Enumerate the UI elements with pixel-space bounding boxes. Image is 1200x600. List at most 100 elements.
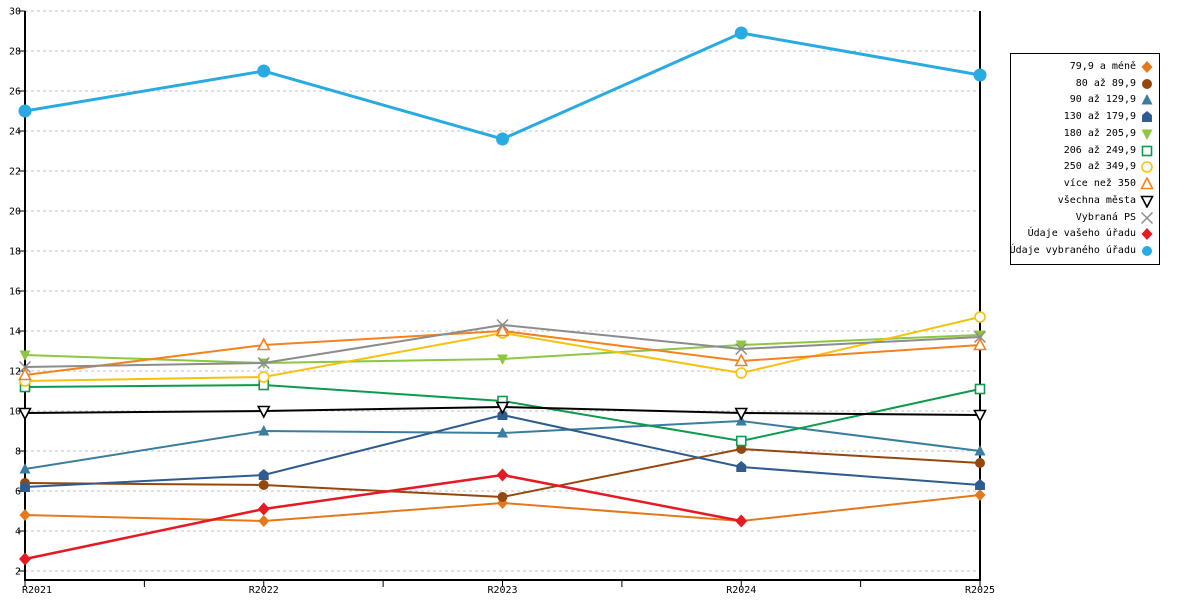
legend-marker-diamond: [1141, 228, 1153, 241]
legend-item-79-and-less: 79,9 a méně: [1016, 60, 1154, 74]
series-your-office: [19, 468, 748, 566]
marker-diamond: [735, 514, 748, 528]
legend-item-your-office: Údaje vašeho úřadu: [1016, 227, 1154, 241]
marker-triangle-up-open: [973, 337, 987, 351]
marker-circle: [975, 458, 985, 468]
marker-pentagon: [1142, 111, 1152, 123]
marker-x: [496, 318, 509, 332]
legend-label: Údaje vašeho úřadu: [1027, 228, 1136, 240]
marker-triangle-up: [1141, 94, 1153, 105]
legend-label: 130 až 179,9: [1063, 111, 1136, 123]
legend-item-130-179: 130 až 179,9: [1016, 110, 1154, 124]
marker-circle-open: [735, 367, 748, 379]
series-markers-selected-office: [18, 26, 987, 146]
legend-label: 250 až 349,9: [1063, 161, 1136, 173]
y-tick-label: 22: [9, 167, 21, 178]
legend-label: více než 350: [1063, 178, 1136, 190]
marker-diamond: [1141, 60, 1153, 73]
marker-circle: [734, 26, 748, 40]
series-line-your-office: [24, 473, 742, 561]
marker-square-open: [974, 383, 986, 395]
y-tick-label: 12: [9, 367, 21, 378]
series-selected-ps: [18, 318, 987, 374]
marker-diamond: [1141, 228, 1153, 241]
marker-triangle-up-open: [18, 367, 32, 381]
marker-circle: [496, 132, 509, 146]
series-250-349: [19, 311, 986, 387]
y-tick-label: 20: [9, 207, 21, 218]
marker-pentagon: [20, 481, 30, 492]
legend-item-180-205: 180 až 205,9: [1016, 127, 1154, 141]
marker-circle-open: [1141, 161, 1153, 174]
x-tick-label: R2022: [249, 585, 279, 596]
series-markers-selected-ps: [18, 318, 987, 374]
marker-diamond: [974, 489, 986, 501]
series-markers-over-350: [18, 323, 987, 381]
legend-marker-triangle-up: [1141, 94, 1153, 105]
marker-diamond: [257, 502, 270, 516]
marker-circle: [257, 64, 271, 78]
y-tick-label: 28: [9, 47, 21, 58]
y-tick-label: 8: [15, 447, 21, 458]
series-80-89: [20, 444, 985, 502]
marker-x: [735, 342, 748, 356]
legend-item-250-349: 250 až 349,9: [1016, 160, 1154, 174]
y-tick-label: 4: [15, 527, 21, 538]
marker-circle: [497, 492, 508, 502]
marker-circle-open: [257, 371, 270, 383]
x-tick-label: R2025: [965, 585, 995, 596]
marker-triangle-down-open: [495, 401, 510, 415]
legend-item-over-350: více než 350: [1016, 177, 1154, 191]
marker-triangle-up-open: [256, 337, 271, 351]
legend-item-206-249: 206 až 249,9: [1016, 144, 1154, 158]
marker-square-open: [735, 435, 747, 447]
marker-diamond: [258, 515, 270, 527]
series-90-129: [19, 415, 986, 474]
marker-diamond: [19, 509, 31, 521]
legend-label: 79,9 a méně: [1069, 60, 1136, 72]
marker-circle-open: [974, 311, 986, 323]
series-markers-your-office: [19, 468, 748, 566]
legend-item-selected-office: Údaje vybraného úřadu: [1010, 244, 1154, 258]
marker-x: [257, 356, 270, 370]
marker-pentagon: [975, 479, 985, 490]
marker-x: [973, 330, 987, 344]
marker-diamond: [19, 552, 31, 566]
marker-triangle-down-open: [1140, 195, 1154, 208]
legend-label: 180 až 205,9: [1063, 127, 1136, 139]
marker-circle: [258, 480, 269, 490]
y-tick-label: 18: [9, 247, 21, 258]
legend: 79,9 a méně 80 až 89,9 90 až 129,9 130 až 1…: [1010, 53, 1160, 265]
marker-circle: [973, 68, 987, 82]
legend-marker-circle-open: [1141, 161, 1153, 174]
y-tick-label: 2: [15, 567, 21, 578]
x-tick-label: R2024: [726, 585, 756, 596]
legend-label: všechna města: [1057, 194, 1136, 206]
marker-triangle-up: [19, 463, 31, 474]
y-tick-label: 24: [9, 127, 21, 138]
legend-marker-square-open: [1141, 145, 1153, 156]
marker-diamond: [496, 468, 509, 482]
series-markers-206-249: [19, 379, 986, 447]
marker-triangle-down: [497, 354, 508, 365]
legend-marker-triangle-down-open: [1140, 195, 1154, 208]
marker-x: [1140, 211, 1154, 224]
x-tick-label: R2021: [22, 585, 52, 596]
series-130-179: [20, 409, 985, 492]
legend-label: 80 až 89,9: [1075, 77, 1136, 89]
y-tick-label: 10: [9, 407, 21, 418]
legend-label: 206 až 249,9: [1063, 144, 1136, 156]
marker-circle: [736, 444, 747, 454]
marker-triangle-down: [1141, 129, 1153, 140]
legend-label: Údaje vybraného úřadu: [1009, 245, 1136, 257]
y-tick-label: 14: [9, 327, 21, 338]
series-markers-130-179: [20, 409, 985, 492]
legend-marker-circle: [1142, 246, 1152, 257]
marker-triangle-down-open: [734, 407, 749, 421]
marker-triangle-up-open: [1140, 177, 1154, 190]
marker-triangle-down: [974, 330, 986, 341]
marker-triangle-up-open: [495, 323, 510, 337]
marker-triangle-down-open: [973, 409, 987, 423]
